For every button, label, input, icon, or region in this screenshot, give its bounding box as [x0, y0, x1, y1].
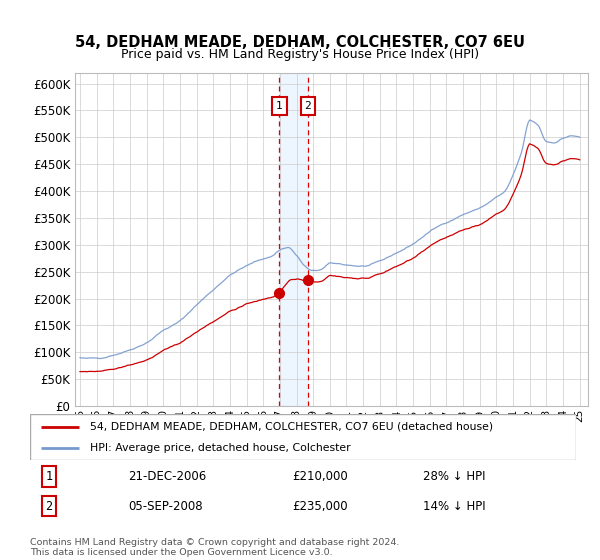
Text: £210,000: £210,000	[292, 470, 348, 483]
Bar	[280, 73, 308, 406]
Text: 54, DEDHAM MEADE, DEDHAM, COLCHESTER, CO7 6EU (detached house): 54, DEDHAM MEADE, DEDHAM, COLCHESTER, CO…	[90, 422, 493, 432]
Text: 05-SEP-2008: 05-SEP-2008	[128, 500, 203, 513]
Text: HPI: Average price, detached house, Colchester: HPI: Average price, detached house, Colc…	[90, 443, 350, 453]
Text: 2: 2	[46, 500, 53, 513]
Text: 1: 1	[46, 470, 53, 483]
Text: 1: 1	[276, 101, 283, 111]
FancyBboxPatch shape	[30, 414, 576, 460]
Text: Price paid vs. HM Land Registry's House Price Index (HPI): Price paid vs. HM Land Registry's House …	[121, 48, 479, 60]
Text: Contains HM Land Registry data © Crown copyright and database right 2024.
This d: Contains HM Land Registry data © Crown c…	[30, 538, 400, 557]
Text: 21-DEC-2006: 21-DEC-2006	[128, 470, 206, 483]
Text: 28% ↓ HPI: 28% ↓ HPI	[423, 470, 485, 483]
Text: 2: 2	[304, 101, 311, 111]
Text: 14% ↓ HPI: 14% ↓ HPI	[423, 500, 486, 513]
Text: £235,000: £235,000	[292, 500, 348, 513]
Text: 54, DEDHAM MEADE, DEDHAM, COLCHESTER, CO7 6EU: 54, DEDHAM MEADE, DEDHAM, COLCHESTER, CO…	[75, 35, 525, 50]
